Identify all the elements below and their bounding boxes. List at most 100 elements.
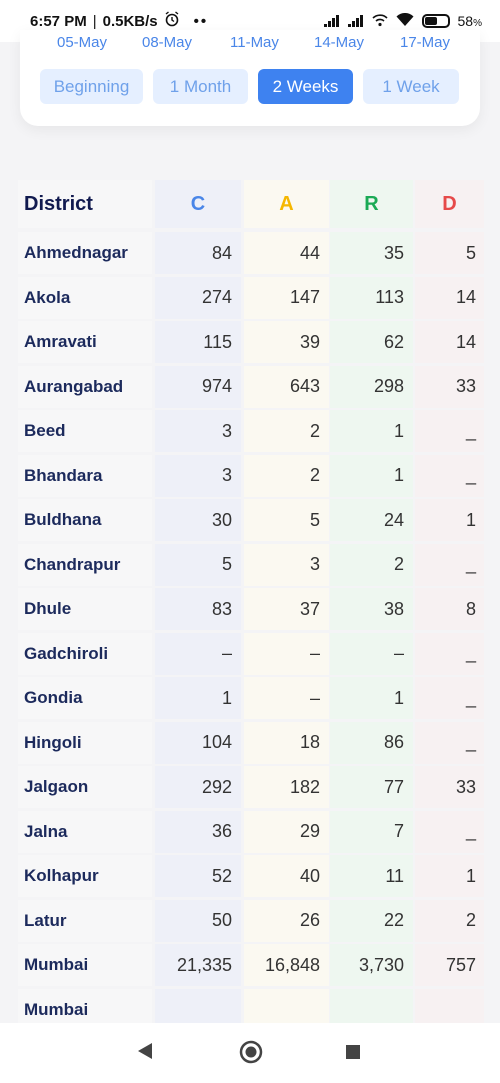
cell-a: 2 [244, 410, 329, 452]
cell-r: 1 [330, 677, 413, 719]
cell-c: 21,335 [155, 944, 241, 986]
cell-d: _ [415, 454, 484, 497]
cell-a: 182 [244, 766, 329, 808]
district-name: Ahmednagar [18, 232, 152, 274]
district-name: Gadchiroli [18, 632, 152, 675]
header-active[interactable]: A [244, 180, 329, 228]
cell-d: 1 [415, 855, 484, 897]
cell-d: _ [415, 410, 484, 452]
cell-d: _ [415, 810, 484, 853]
cell-c: 104 [155, 721, 241, 764]
table-row[interactable]: Dhule 83 37 38 8 [18, 588, 484, 633]
district-name: Mumbai [18, 944, 152, 986]
district-name: Gondia [18, 677, 152, 719]
cell-r: 3,730 [330, 944, 413, 986]
cell-c: 115 [155, 321, 241, 363]
table-row[interactable]: Buldhana 30 5 24 1 [18, 499, 484, 544]
range-button-1-week[interactable]: 1 Week [363, 69, 459, 104]
cell-a: 29 [244, 810, 329, 853]
cell-a: 2 [244, 454, 329, 497]
cell-r: – [330, 632, 413, 675]
cell-d: 5 [415, 232, 484, 274]
table-row[interactable]: Mumbai 21,335 16,848 3,730 757 [18, 944, 484, 989]
district-name: Akola [18, 276, 152, 319]
district-name: Bhandara [18, 454, 152, 497]
table-row[interactable]: Ahmednagar 84 44 35 5 [18, 232, 484, 277]
table-row[interactable]: Gadchiroli – – – _ [18, 632, 484, 678]
cell-d: 1 [415, 499, 484, 541]
cell-a: 3 [244, 543, 329, 586]
cell-r: 1 [330, 454, 413, 497]
district-name: Beed [18, 410, 152, 452]
cell-r: 35 [330, 232, 413, 274]
date-label: 14-May [314, 34, 365, 51]
table-row[interactable]: Kolhapur 52 40 11 1 [18, 855, 484, 900]
cell-c: 3 [155, 454, 241, 497]
cell-d: 2 [415, 899, 484, 942]
cell-d: 33 [415, 365, 484, 408]
date-label: 05-May [57, 34, 108, 51]
cell-r: 1 [330, 410, 413, 452]
cell-a: 5 [244, 499, 329, 541]
cell-r: 7 [330, 810, 413, 853]
table-row[interactable]: Aurangabad 974 643 298 33 [18, 365, 484, 411]
range-button-beginning[interactable]: Beginning [40, 69, 143, 104]
status-divider: | [92, 12, 97, 30]
cell-c: 1 [155, 677, 241, 719]
table-row[interactable]: Gondia 1–1 _ [18, 677, 484, 722]
district-name: Kolhapur [18, 855, 152, 897]
cell-r: 22 [330, 899, 413, 942]
home-icon[interactable] [239, 1040, 263, 1069]
more-dots-icon: •• [193, 12, 209, 30]
cell-r: 38 [330, 588, 413, 630]
wifi-hotspot-icon [371, 13, 388, 30]
cell-a: 44 [244, 232, 329, 274]
status-right: 58% [323, 12, 482, 30]
table-row[interactable]: Hingoli 104 18 86 _ [18, 721, 484, 767]
cell-c: 274 [155, 276, 241, 319]
cell-d: _ [415, 543, 484, 586]
system-nav-bar [0, 1023, 500, 1083]
alarm-icon [164, 11, 180, 31]
district-name: Jalna [18, 810, 152, 853]
cell-c: 50 [155, 899, 241, 942]
range-button-2-weeks[interactable]: 2 Weeks [258, 69, 353, 104]
district-name: Latur [18, 899, 152, 942]
cell-r: 2 [330, 543, 413, 586]
cell-d: _ [415, 677, 484, 719]
district-name: Jalgaon [18, 766, 152, 808]
district-name: Hingoli [18, 721, 152, 764]
recents-icon[interactable] [345, 1044, 361, 1065]
cell-r: 11 [330, 855, 413, 897]
date-label: 17-May [400, 34, 451, 51]
district-name: Amravati [18, 321, 152, 363]
cell-a: 16,848 [244, 944, 329, 986]
cell-a: – [244, 677, 329, 719]
cell-d: 757 [415, 944, 484, 986]
header-confirmed[interactable]: C [155, 180, 241, 228]
status-time: 6:57 PM [30, 12, 87, 30]
cell-c: 36 [155, 810, 241, 853]
table-row[interactable]: Jalgaon 292 182 77 33 [18, 766, 484, 811]
cell-a: – [244, 632, 329, 675]
back-icon[interactable] [136, 1041, 154, 1066]
cell-r: 62 [330, 321, 413, 363]
range-button-1-month[interactable]: 1 Month [153, 69, 248, 104]
table-row[interactable]: Latur 50 26 22 2 [18, 899, 484, 945]
cell-c: 974 [155, 365, 241, 408]
table-row[interactable]: Amravati 115 39 62 14 [18, 321, 484, 366]
date-label: 08-May [142, 34, 193, 51]
table-row[interactable]: Chandrapur 5 3 2 _ [18, 543, 484, 589]
district-name: Chandrapur [18, 543, 152, 586]
header-district[interactable]: District [18, 180, 152, 228]
cell-c: 30 [155, 499, 241, 541]
cell-c: 84 [155, 232, 241, 274]
table-header: District C A R D [18, 180, 484, 232]
cell-c: 5 [155, 543, 241, 586]
table-row[interactable]: Bhandara 3 2 1 _ [18, 454, 484, 500]
header-recovered[interactable]: R [330, 180, 413, 228]
table-row[interactable]: Beed 3 2 1 _ [18, 410, 484, 455]
table-row[interactable]: Akola 274 147 113 14 [18, 276, 484, 322]
header-deceased[interactable]: D [415, 180, 484, 228]
table-row[interactable]: Jalna 36 29 7 _ [18, 810, 484, 856]
